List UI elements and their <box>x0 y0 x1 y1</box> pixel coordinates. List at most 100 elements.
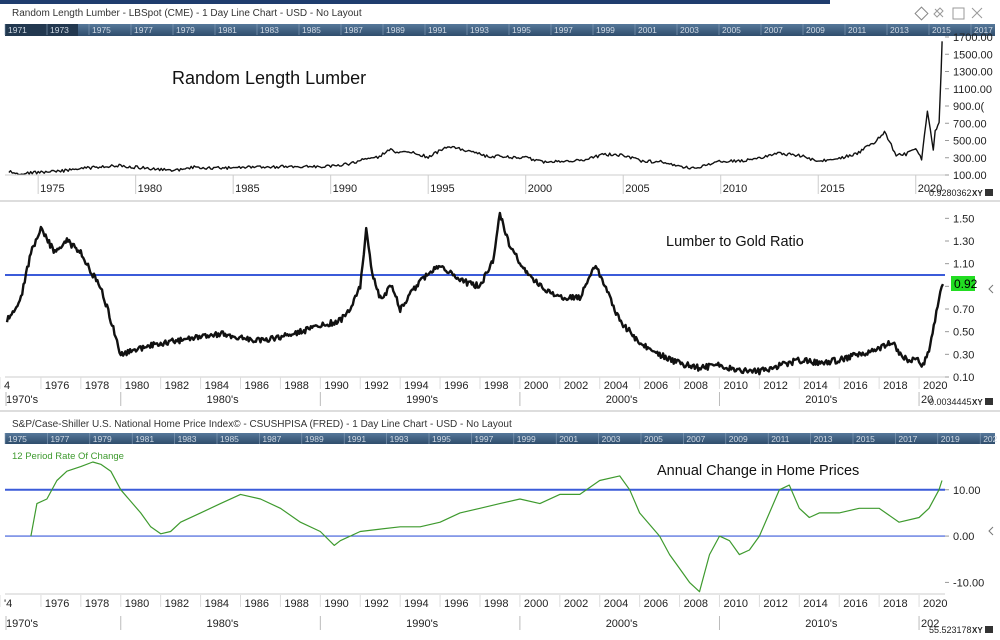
x-tick-label: 1994 <box>404 598 428 610</box>
decade-label: 1990's <box>406 394 439 406</box>
x-tick-label: 2000 <box>528 183 552 195</box>
navigator-year: 1993 <box>470 25 489 35</box>
lock-icon[interactable] <box>985 398 993 405</box>
ratio-decade-axis: 1970's 1980's 1990's 2000's 2010's 20 <box>5 392 933 406</box>
x-tick-label: 1980 <box>138 183 162 195</box>
y-tick-label: 1.30 <box>953 236 974 248</box>
x-tick-label: 1978 <box>85 380 109 392</box>
navigator-year: 1983 <box>178 434 197 444</box>
series-line <box>8 41 943 176</box>
navigator-year: 1981 <box>135 434 154 444</box>
x-tick-label: 2008 <box>684 380 708 392</box>
home-price-decade-axis: 1970's 1980's 1990's 2000's 2010's 202 <box>5 616 939 630</box>
navigator-year: 2017 <box>898 434 917 444</box>
x-tick-label: 1990 <box>324 380 348 392</box>
diamond-icon[interactable] <box>914 6 929 21</box>
navigator-year: 1975 <box>8 434 27 444</box>
x-tick-label: 2016 <box>843 598 867 610</box>
x-tick-label: 1976 <box>45 380 69 392</box>
navigator-year: 1995 <box>512 25 531 35</box>
time-navigator-bar[interactable] <box>5 433 995 444</box>
x-tick-label: 2014 <box>803 598 827 610</box>
x-tick-label: 1996 <box>444 598 468 610</box>
navigator-year: 1999 <box>596 25 615 35</box>
ratio-x-axis: 4 1976 1978 1980 1982 1984 1986 1988 1990 1992 199… <box>0 377 948 392</box>
navigator-year: 2001 <box>559 434 578 444</box>
decade-label: 2000's <box>606 618 639 630</box>
navigator-year: 1983 <box>260 25 279 35</box>
xy-toggle[interactable]: XY <box>972 189 983 198</box>
time-navigator-bar[interactable] <box>5 24 995 36</box>
navigator-year: 1995 <box>432 434 451 444</box>
navigator-year: 1999 <box>517 434 536 444</box>
x-tick-label: '4 <box>4 598 12 610</box>
chevron-left-icon[interactable] <box>988 526 994 536</box>
navigator-year: 1981 <box>218 25 237 35</box>
x-tick-label: 2002 <box>564 598 588 610</box>
navigator-year: 1977 <box>134 25 153 35</box>
x-tick-label: 2000 <box>524 380 548 392</box>
y-tick-label: 1500.00 <box>953 49 993 61</box>
navigator-year: 2011 <box>771 434 790 444</box>
navigator-year: 1979 <box>93 434 112 444</box>
x-tick-label: 1992 <box>364 380 388 392</box>
x-tick-label: 1998 <box>484 380 508 392</box>
close-icon[interactable] <box>971 7 983 19</box>
navigator-year: 1987 <box>344 25 363 35</box>
xy-toggle[interactable]: XY <box>972 626 983 635</box>
navigator-year-labels: 1971 1973 1975 1977 1979 1981 1983 1985 1987 1989… <box>4 24 993 35</box>
xy-toggle[interactable]: XY <box>972 398 983 407</box>
navigator-year: 2007 <box>764 25 783 35</box>
ratio-panel: Lumber to Gold Ratio 1.501.301.100.900.7… <box>0 211 994 407</box>
navigator-year: 2015 <box>856 434 875 444</box>
navigator-year: 2019 <box>941 434 960 444</box>
decade-label: 2010's <box>805 394 838 406</box>
x-tick-label: 2020 <box>923 598 947 610</box>
y-tick-label: 0.10 <box>953 372 974 384</box>
x-tick-label: 2008 <box>684 598 708 610</box>
x-tick-label: 2005 <box>625 183 649 195</box>
navigator-window[interactable] <box>5 24 78 36</box>
x-tick-label: 1988 <box>284 380 308 392</box>
navigator-year: 2013 <box>890 25 909 35</box>
lumber-x-axis: 1975 1980 1985 1990 1995 2000 2005 2010 2015 2020 <box>37 175 942 195</box>
x-tick-label: 1984 <box>205 598 229 610</box>
x-tick-label: 2012 <box>763 380 787 392</box>
lock-icon[interactable] <box>985 189 993 196</box>
x-tick-label: 2004 <box>604 598 628 610</box>
y-tick-label: 300.00 <box>953 153 987 165</box>
x-tick-label: 1990 <box>333 183 357 195</box>
navigator-year: 1973 <box>50 25 69 35</box>
x-tick-label: 4 <box>4 380 10 392</box>
x-tick-label: 1982 <box>165 598 189 610</box>
x-tick-label: 1975 <box>40 183 64 195</box>
x-tick-label: 1996 <box>444 380 468 392</box>
chevron-left-icon[interactable] <box>988 284 994 294</box>
navigator-year: 1987 <box>262 434 281 444</box>
restore-icon[interactable] <box>952 7 965 20</box>
navigator-year: 2007 <box>686 434 705 444</box>
x-tick-label: 2010 <box>723 183 747 195</box>
panel-controls[interactable] <box>914 6 983 21</box>
decade-label: 1970's <box>6 394 39 406</box>
lock-icon[interactable] <box>985 626 993 633</box>
x-tick-label: 1994 <box>404 380 428 392</box>
y-tick-label: 0.70 <box>953 304 974 316</box>
navigator-year: 1979 <box>176 25 195 35</box>
navigator-year: 1993 <box>390 434 409 444</box>
pin-icon[interactable] <box>933 7 944 18</box>
ratio-annotation: Lumber to Gold Ratio <box>666 234 804 250</box>
navigator-year: 1997 <box>554 25 573 35</box>
x-tick-label: 1998 <box>484 598 508 610</box>
series-line <box>30 461 943 593</box>
navigator-year: 202 <box>983 434 997 444</box>
y-tick-label: 0.50 <box>953 327 974 339</box>
x-tick-label: 1982 <box>165 380 189 392</box>
x-tick-label: 1990 <box>324 598 348 610</box>
lumber-panel: Random Length Lumber - LBSpot (CME) - 1 … <box>4 6 995 198</box>
home-price-annotation: Annual Change in Home Prices <box>657 463 859 479</box>
lumber-annotation: Random Length Lumber <box>172 68 366 88</box>
last-value-badge <box>951 276 975 291</box>
y-tick-label: 900.0( <box>953 101 985 113</box>
